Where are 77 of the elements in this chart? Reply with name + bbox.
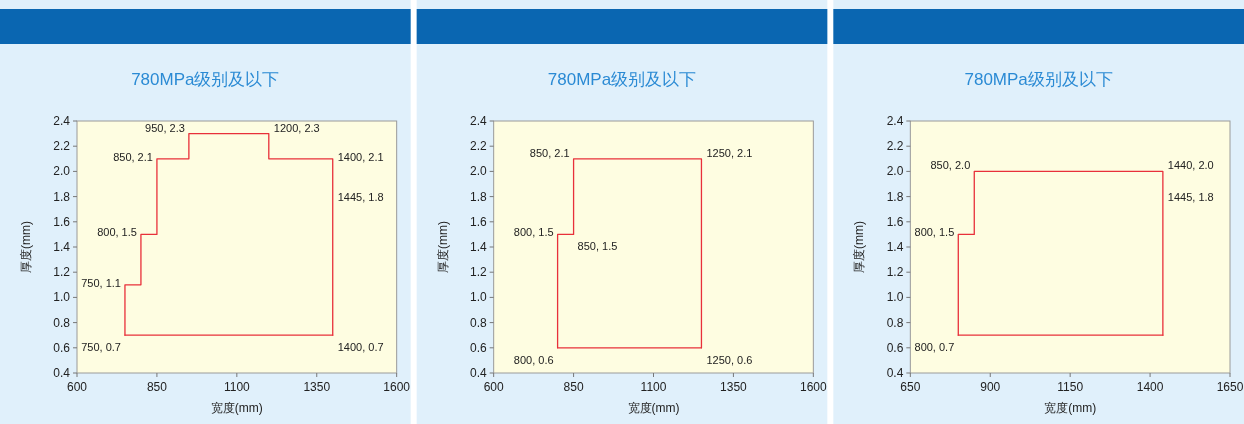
y-tick-label: 2.0 (469, 164, 487, 179)
x-tick-label: 1650 (1216, 380, 1244, 394)
y-tick-label: 2.2 (469, 139, 487, 154)
x-axis-title: 宽度(mm) (627, 401, 680, 415)
x-tick-label: 850 (563, 380, 584, 394)
y-tick-label: 1.4 (886, 240, 904, 254)
y-tick-label: 0.6 (53, 340, 71, 355)
y-tick-label: 0.6 (886, 340, 904, 355)
annotation: 800, 0.6 (513, 353, 554, 366)
y-tick-label: 2.0 (53, 164, 71, 179)
x-tick-label: 900 (980, 380, 1001, 394)
y-tick-label: 1.0 (886, 290, 904, 305)
y-tick-label: 2.0 (886, 164, 904, 179)
annotation: 850, 2.0 (930, 159, 971, 172)
y-tick-label: 2.4 (469, 114, 487, 128)
x-tick-label: 1600 (383, 380, 411, 394)
chart-title: 780MPa级别及以下 (131, 70, 280, 89)
x-axis-title: 宽度(mm) (210, 401, 263, 415)
x-tick-label: 1600 (799, 380, 827, 394)
x-tick-label: 1400 (1136, 380, 1164, 394)
y-axis-title: 厚度(mm) (852, 221, 867, 273)
annotation: 850, 1.5 (577, 240, 618, 253)
y-tick-label: 2.4 (886, 114, 904, 128)
chart-title: 780MPa级别及以下 (964, 70, 1113, 89)
y-axis-title: 厚度(mm) (19, 221, 33, 273)
y-tick-label: 1.4 (53, 240, 71, 254)
y-tick-label: 1.8 (53, 189, 71, 204)
x-tick-label: 1150 (1057, 380, 1084, 394)
y-tick-label: 0.4 (469, 366, 487, 380)
y-tick-label: 0.8 (886, 315, 904, 330)
x-tick-label: 1350 (303, 380, 331, 394)
y-axis-title: 厚度(mm) (435, 221, 450, 273)
annotation: 750, 0.7 (81, 341, 121, 354)
annotation: 800, 1.5 (97, 226, 137, 239)
y-tick-label: 1.6 (886, 214, 904, 229)
annotation: 850, 2.1 (529, 146, 570, 159)
y-tick-label: 0.6 (469, 340, 487, 355)
x-tick-label: 600 (483, 380, 504, 394)
y-tick-label: 1.8 (469, 189, 487, 204)
x-tick-label: 650 (900, 380, 921, 394)
y-tick-label: 0.8 (469, 315, 487, 330)
y-tick-label: 1.0 (469, 290, 487, 305)
annotation: 1400, 2.1 (337, 150, 384, 163)
annotation: 1400, 0.7 (337, 341, 384, 354)
annotation: 1445, 1.8 (1167, 190, 1214, 203)
y-tick-label: 1.6 (469, 214, 487, 229)
y-tick-label: 1.8 (886, 189, 904, 204)
x-tick-label: 1100 (640, 380, 667, 394)
y-tick-label: 1.2 (886, 265, 904, 280)
x-tick-label: 850 (146, 380, 168, 394)
annotation: 1440, 2.0 (1167, 159, 1214, 172)
y-tick-label: 1.4 (469, 240, 487, 254)
y-tick-label: 1.2 (53, 265, 71, 280)
y-tick-label: 2.2 (53, 139, 71, 154)
annotation: 800, 1.5 (513, 226, 554, 239)
x-tick-label: 1350 (720, 380, 748, 394)
x-tick-label: 600 (66, 380, 88, 394)
y-tick-label: 0.8 (53, 315, 71, 330)
y-tick-label: 2.2 (886, 139, 904, 154)
chart-title: 780MPa级别及以下 (547, 70, 697, 89)
annotation: 850, 2.1 (113, 150, 153, 163)
annotation: 1250, 2.1 (706, 146, 753, 159)
annotation: 800, 1.5 (914, 226, 955, 239)
y-tick-label: 1.0 (53, 290, 71, 305)
y-tick-label: 0.4 (53, 366, 71, 380)
x-tick-label: 1100 (223, 380, 251, 394)
annotation: 1445, 1.8 (337, 190, 384, 203)
annotation: 1250, 0.6 (706, 353, 753, 366)
annotation: 950, 2.3 (145, 121, 185, 134)
y-tick-label: 2.4 (53, 114, 71, 128)
annotation: 1200, 2.3 (273, 121, 320, 134)
annotation: 750, 1.1 (81, 276, 121, 289)
y-tick-label: 0.4 (886, 366, 904, 380)
y-tick-label: 1.6 (53, 214, 71, 229)
y-tick-label: 1.2 (469, 265, 487, 280)
x-axis-title: 宽度(mm) (1044, 401, 1097, 415)
annotation: 800, 0.7 (914, 341, 955, 354)
